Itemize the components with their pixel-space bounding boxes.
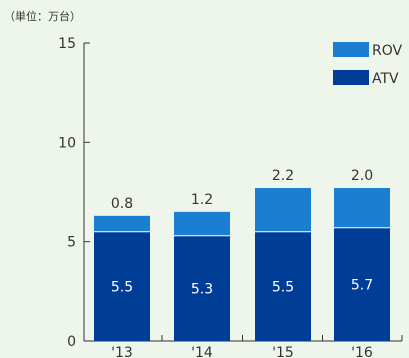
x-tick-label: '16 — [351, 345, 373, 358]
data-label-rov: 0.8 — [111, 196, 133, 212]
unit-label: （単位：万台） — [4, 10, 81, 23]
bars — [94, 188, 390, 341]
data-label-rov: 1.2 — [191, 192, 213, 208]
legend: ROV ATV — [333, 42, 403, 87]
data-label-atv: 5.5 — [272, 279, 294, 295]
y-tick-label: 5 — [67, 235, 76, 251]
bar-rov — [255, 188, 311, 232]
bar-atv — [174, 235, 230, 341]
data-label-atv: 5.3 — [191, 281, 213, 297]
bar-atv — [255, 231, 311, 341]
y-tick-label: 15 — [58, 36, 76, 52]
data-label-atv: 5.5 — [111, 279, 133, 295]
legend-label: ATV — [372, 71, 399, 87]
data-label-rov: 2.0 — [351, 168, 373, 184]
x-tick-label: '13 — [111, 345, 133, 358]
legend-swatch — [333, 70, 369, 85]
x-tick-label: '15 — [272, 345, 294, 358]
legend-swatch — [333, 42, 369, 57]
y-tick-label: 10 — [58, 135, 76, 151]
bar-rov — [94, 215, 150, 232]
data-label-rov: 2.2 — [272, 168, 294, 184]
axes: 0 5 10 15 '13 '14 '15 '16 — [58, 36, 403, 358]
data-label-atv: 5.7 — [351, 277, 373, 293]
bar-atv — [94, 231, 150, 341]
bar-rov — [334, 188, 390, 228]
bar-rov — [174, 211, 230, 236]
data-labels: 5.5 0.8 5.3 1.2 5.5 2.2 5.7 2.0 — [111, 168, 373, 297]
y-tick-label: 0 — [67, 334, 76, 350]
legend-label: ROV — [372, 43, 403, 59]
x-tick-label: '14 — [191, 345, 213, 358]
bar-atv — [334, 227, 390, 341]
